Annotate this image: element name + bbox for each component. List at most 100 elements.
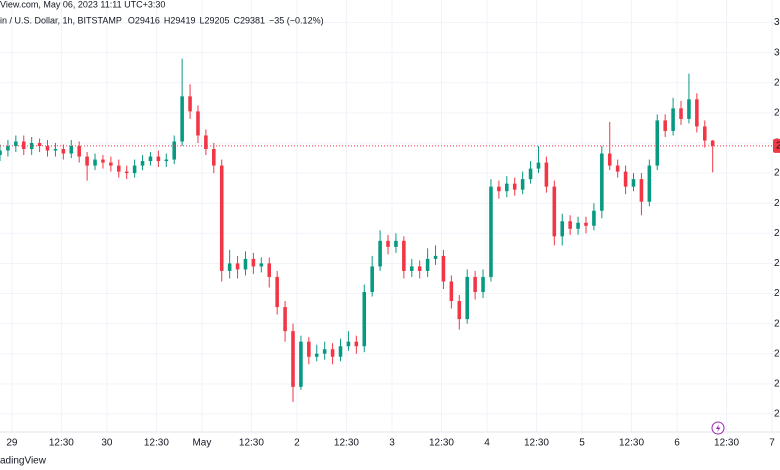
candle-body — [679, 108, 683, 119]
x-tick-label: 6 — [674, 438, 680, 449]
x-tick-label: 12:30 — [429, 438, 454, 449]
candle-body — [631, 179, 636, 187]
candle-body — [172, 141, 176, 160]
candle-body — [497, 186, 501, 192]
candle-body — [6, 146, 10, 151]
candle-body — [156, 156, 161, 162]
symbol: in / U.S. Dollar, 1h, BITSTAMP — [0, 15, 122, 25]
candle-body — [204, 135, 208, 150]
header-line: View.com, May 06, 2023 11:11 UTC+3:30 — [0, 0, 165, 9]
candle-body — [512, 183, 517, 190]
candle-body — [101, 159, 105, 163]
candle-body — [639, 179, 644, 202]
candle-body — [655, 120, 660, 166]
candle-body — [180, 96, 184, 142]
candle-body — [21, 141, 26, 150]
event-icon[interactable] — [711, 421, 725, 435]
x-tick-label: 2 — [294, 438, 300, 449]
price-label: 29381 — [776, 140, 780, 151]
ohlc-header: O 29416 H 29419 L 29205 C 29381 −35 (−0.12%) — [128, 15, 324, 25]
candle-body — [275, 276, 279, 308]
candle-body — [299, 341, 303, 387]
candle-body — [584, 222, 588, 226]
candle-body — [409, 266, 414, 271]
candle-body — [695, 99, 699, 127]
x-tick-label: 5 — [579, 438, 585, 449]
candle-body — [441, 255, 446, 282]
candle-body — [37, 142, 42, 147]
y-tick-label: 28800 — [774, 228, 780, 239]
x-tick-label: 12:30 — [619, 438, 644, 449]
candles — [0, 58, 780, 402]
ohlc-value: 29205 — [204, 15, 229, 25]
x-tick-label: May — [192, 438, 211, 449]
y-tick-label: 28400 — [774, 288, 780, 299]
candle-body — [362, 292, 367, 347]
event-bolt — [716, 424, 721, 433]
y-tick-label: 27600 — [774, 409, 780, 420]
candle-body — [402, 240, 406, 271]
candle-body — [251, 258, 256, 267]
candle-body — [77, 146, 81, 157]
x-tick-label: 12:30 — [144, 438, 169, 449]
candle-body — [259, 263, 264, 267]
grid — [0, 0, 780, 432]
candle-body — [291, 331, 295, 387]
x-tick-label: 30 — [101, 438, 113, 449]
candle-body — [124, 171, 129, 174]
candle-body — [227, 263, 232, 271]
candle-body — [592, 210, 596, 226]
candle-body — [53, 149, 58, 151]
candle-body — [489, 186, 493, 277]
candle-body — [267, 263, 272, 277]
candle-body — [671, 108, 675, 131]
y-tick-label: 29000 — [774, 198, 780, 209]
candle-body — [560, 221, 565, 237]
ohlc-value: 29419 — [170, 15, 195, 25]
candle-body — [85, 156, 89, 166]
candle-body — [45, 146, 50, 151]
candle-body — [109, 162, 113, 166]
candle-body — [93, 159, 97, 166]
candle-body — [425, 258, 430, 271]
y-tick-label: 30200 — [774, 17, 780, 28]
ohlc-label: C — [234, 15, 241, 25]
candle-body — [702, 126, 707, 141]
candle-body — [235, 263, 240, 270]
x-tick-label: 12:30 — [524, 438, 549, 449]
candle-body — [0, 150, 2, 156]
candle-body — [663, 120, 667, 131]
candle-body — [148, 156, 153, 162]
x-tick-label: 12:30 — [714, 438, 739, 449]
candle-body — [465, 276, 469, 320]
candle-body — [394, 240, 398, 247]
candle-body — [457, 301, 462, 320]
ohlc-label: O — [128, 15, 135, 25]
candle-body — [243, 258, 248, 270]
x-tick-label: 4 — [484, 438, 490, 449]
candle-body — [528, 168, 533, 180]
candle-body — [615, 165, 620, 172]
candle-body — [322, 349, 327, 354]
candle-body — [417, 266, 422, 271]
candle-body — [188, 96, 192, 112]
candle-body — [552, 186, 557, 237]
candle-body — [117, 165, 121, 172]
candle-body — [576, 222, 580, 229]
candle-body — [354, 341, 359, 347]
x-tick-label: 3 — [389, 438, 395, 449]
candle-body — [386, 240, 390, 247]
price-label-box — [773, 138, 780, 153]
candle-body — [370, 266, 374, 293]
candle-body — [378, 240, 382, 267]
candle-body — [600, 153, 604, 211]
y-tick-label: 29800 — [774, 77, 780, 88]
candle-body — [544, 162, 549, 187]
x-tick-label: 12:30 — [334, 438, 359, 449]
candle-body — [140, 161, 145, 166]
ohlc-label: H — [164, 15, 171, 25]
y-tick-label: 30000 — [774, 47, 780, 58]
x-tick-label: 29 — [6, 438, 18, 449]
